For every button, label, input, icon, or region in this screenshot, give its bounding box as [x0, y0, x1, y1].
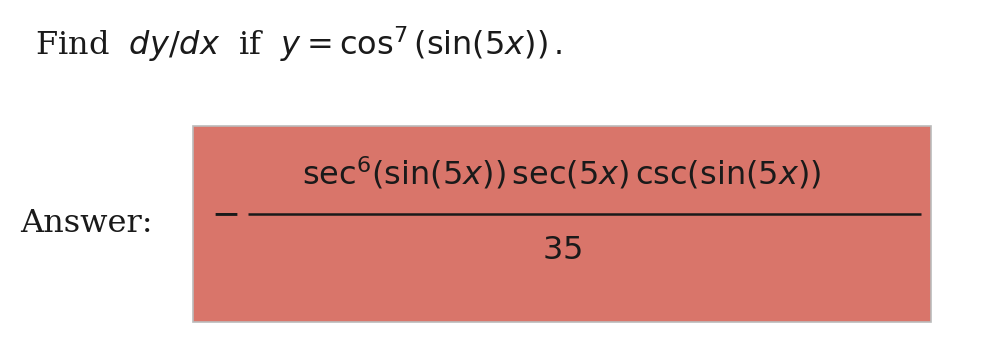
FancyBboxPatch shape	[193, 126, 931, 322]
Text: Answer:: Answer:	[20, 209, 152, 239]
Text: Find  $\mathit{dy/dx}$  if  $y = \cos^7(\sin(5x))\,.$: Find $\mathit{dy/dx}$ if $y = \cos^7(\si…	[35, 25, 562, 64]
Text: $-$: $-$	[211, 196, 239, 231]
Text: $35$: $35$	[542, 235, 582, 266]
Text: $\mathrm{sec}^6(\sin(5x))\,\mathrm{sec}(5x)\,\mathrm{csc}(\sin(5x))$: $\mathrm{sec}^6(\sin(5x))\,\mathrm{sec}(…	[302, 155, 822, 191]
